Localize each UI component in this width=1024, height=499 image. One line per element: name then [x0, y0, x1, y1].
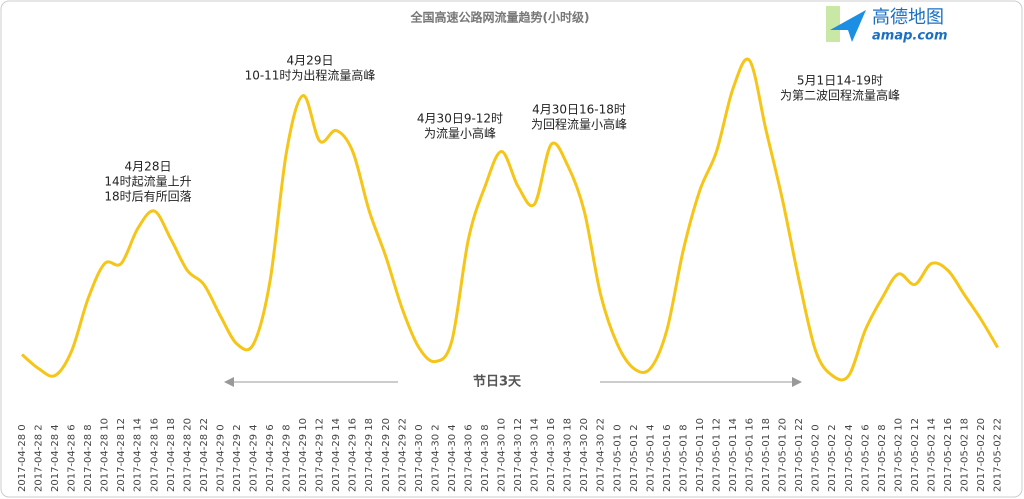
annotation: 为流量小高峰 — [424, 126, 496, 141]
x-tick-label: 2017-05-02 0 — [811, 424, 822, 492]
x-tick-label: 2017-04-28 14 — [133, 418, 144, 492]
annotation: 10-11时为出程流量高峰 — [245, 68, 376, 83]
x-tick-label: 2017-05-01 16 — [745, 418, 756, 492]
x-tick-label: 2017-05-01 18 — [761, 418, 772, 492]
x-tick-label: 2017-04-28 0 — [17, 424, 28, 492]
x-tick-label: 2017-04-28 12 — [116, 418, 127, 492]
logo-plane — [830, 10, 866, 42]
annotation: 18时后有所回落 — [104, 190, 191, 204]
annotation: 14时起流量上升 — [104, 175, 191, 189]
x-tick-label: 2017-05-02 14 — [926, 418, 937, 492]
x-tick-label: 2017-04-29 8 — [282, 424, 293, 492]
x-tick-label: 2017-04-30 18 — [563, 418, 574, 492]
x-tick-label: 2017-04-28 6 — [67, 424, 78, 492]
annotation: 为回程流量小高峰 — [531, 117, 627, 132]
x-tick-label: 2017-04-28 8 — [83, 424, 94, 492]
chart-title: 全国高速公路网流量趋势(小时级) — [410, 10, 590, 25]
annotation: 4月29日 — [287, 54, 334, 68]
x-tick-label: 2017-04-30 14 — [530, 418, 541, 492]
x-tick-label: 2017-04-28 4 — [50, 424, 61, 492]
x-tick-label: 2017-04-29 16 — [348, 418, 359, 492]
x-tick-label: 2017-04-30 6 — [463, 424, 474, 492]
x-tick-label: 2017-04-30 12 — [513, 418, 524, 492]
annotation: 4月30日9-12时 — [417, 112, 503, 126]
series-line — [21, 57, 999, 382]
logo-name: 高德地图 — [872, 7, 944, 28]
x-tick-label: 2017-04-29 14 — [331, 418, 342, 492]
x-tick-label: 2017-04-29 6 — [265, 424, 276, 492]
x-tick-label: 2017-04-30 8 — [480, 424, 491, 492]
x-tick-label: 2017-05-02 6 — [860, 424, 871, 492]
x-tick-label: 2017-04-28 18 — [166, 418, 177, 492]
x-tick-label: 2017-04-28 22 — [199, 418, 210, 492]
annotation: 为第二波回程流量高峰 — [780, 88, 900, 103]
logo: 高德地图 amap.com — [826, 6, 948, 44]
logo-block — [826, 6, 840, 42]
x-tick-label: 2017-04-29 2 — [232, 424, 243, 492]
x-tick-label: 2017-05-02 16 — [943, 418, 954, 492]
x-tick-label: 2017-04-29 20 — [381, 418, 392, 492]
x-tick-label: 2017-04-30 20 — [579, 418, 590, 492]
x-tick-label: 2017-05-01 20 — [778, 418, 789, 492]
x-tick-label: 2017-05-01 2 — [629, 424, 640, 492]
logo-site: amap.com — [872, 29, 948, 44]
x-tick-label: 2017-04-30 2 — [430, 424, 441, 492]
x-tick-label: 2017-05-02 2 — [827, 424, 838, 492]
annotation: 4月28日 — [125, 160, 172, 174]
x-tick-label: 2017-05-01 22 — [794, 418, 805, 492]
x-tick-label: 2017-05-01 6 — [662, 424, 673, 492]
x-tick-label: 2017-05-02 12 — [910, 418, 921, 492]
x-tick-label: 2017-04-29 18 — [364, 418, 375, 492]
arrow-head — [792, 377, 802, 387]
x-tick-label: 2017-04-29 22 — [397, 418, 408, 492]
x-tick-label: 2017-04-30 0 — [414, 424, 425, 492]
x-tick-label: 2017-04-30 10 — [497, 418, 508, 492]
x-tick-label: 2017-05-02 4 — [844, 424, 855, 492]
period-label: 节日3天 — [473, 374, 522, 390]
x-tick-label: 2017-05-02 22 — [993, 418, 1004, 492]
x-tick-label: 2017-05-01 0 — [612, 424, 623, 492]
x-tick-label: 2017-05-02 20 — [976, 418, 987, 492]
x-tick-label: 2017-05-01 4 — [645, 424, 656, 492]
x-tick-label: 2017-04-29 10 — [298, 418, 309, 492]
x-tick-label: 2017-05-01 14 — [728, 418, 739, 492]
x-tick-label: 2017-04-30 22 — [596, 418, 607, 492]
x-tick-label: 2017-05-02 8 — [877, 424, 888, 492]
x-tick-label: 2017-04-30 16 — [546, 418, 557, 492]
arrow-head — [224, 377, 234, 387]
x-tick-label: 2017-04-29 4 — [248, 424, 259, 492]
x-tick-label: 2017-04-29 0 — [215, 424, 226, 492]
x-tick-label: 2017-04-28 10 — [100, 418, 111, 492]
x-tick-label: 2017-04-30 4 — [447, 424, 458, 492]
x-tick-label: 2017-04-28 20 — [182, 418, 193, 492]
x-tick-label: 2017-04-28 2 — [34, 424, 45, 492]
x-tick-label: 2017-05-01 10 — [695, 418, 706, 492]
x-tick-label: 2017-05-01 12 — [711, 418, 722, 492]
annotation: 5月1日14-19时 — [797, 74, 883, 88]
x-tick-label: 2017-05-02 10 — [893, 418, 904, 492]
annotation: 4月30日16-18时 — [532, 103, 626, 117]
x-tick-label: 2017-04-29 12 — [315, 418, 326, 492]
x-tick-label: 2017-05-02 18 — [960, 418, 971, 492]
x-tick-label: 2017-04-28 16 — [149, 418, 160, 492]
x-tick-label: 2017-05-01 8 — [678, 424, 689, 492]
